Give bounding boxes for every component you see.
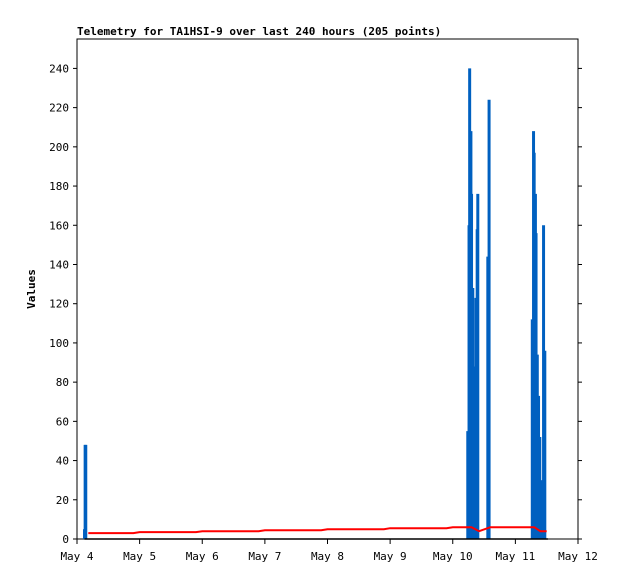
- trend-line: [88, 526, 547, 535]
- y-axis: 0 20 40 60 80 100 120 140 160 180 200 220 240: [49, 62, 582, 546]
- y-tick-label: 80: [56, 376, 69, 389]
- chart-title: Telemetry for TA1HSI-9 over last 240 hou…: [77, 25, 441, 38]
- x-tick-label: May 7: [248, 550, 281, 563]
- x-tick-label: May 6: [186, 550, 219, 563]
- y-tick-label: 240: [49, 62, 69, 75]
- plot-frame: [76, 38, 579, 540]
- x-axis: May 4 May 5 May 6 May 7 May 8 May 9 May 10 May …: [60, 539, 598, 563]
- x-tick-label: May 4: [60, 550, 93, 563]
- series-layer: [83, 68, 548, 540]
- y-tick-label: 20: [56, 494, 69, 507]
- y-tick-label: 220: [49, 102, 69, 115]
- x-tick-label: May 9: [374, 550, 407, 563]
- y-tick-label: 100: [49, 337, 69, 350]
- x-tick-label: May 5: [123, 550, 156, 563]
- spike-series: [83, 68, 547, 539]
- x-tick-label: May 12: [558, 550, 598, 563]
- x-tick-label: May 8: [311, 550, 344, 563]
- y-tick-label: 120: [49, 298, 69, 311]
- y-tick-label: 180: [49, 180, 69, 193]
- x-tick-label: May 10: [433, 550, 473, 563]
- y-tick-label: 0: [62, 533, 69, 546]
- y-tick-label: 200: [49, 141, 69, 154]
- y-axis-label: Values: [25, 269, 38, 309]
- y-tick-label: 140: [49, 258, 69, 271]
- y-tick-label: 160: [49, 219, 69, 232]
- y-tick-label: 40: [56, 455, 69, 468]
- y-tick-label: 60: [56, 415, 69, 428]
- x-tick-label: May 11: [496, 550, 536, 563]
